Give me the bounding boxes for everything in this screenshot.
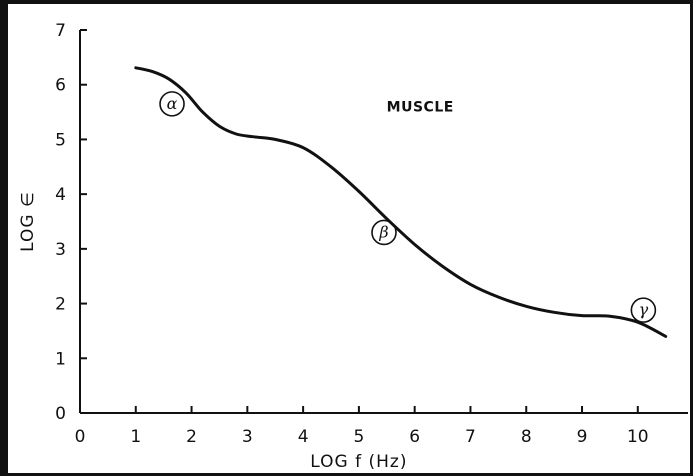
x-tick-label: 3 xyxy=(242,427,253,447)
y-tick-label: 4 xyxy=(55,185,66,205)
series-line xyxy=(134,66,668,338)
x-tick-label: 6 xyxy=(409,427,420,447)
y-tick-label: 0 xyxy=(55,404,66,424)
y-tick-label: 5 xyxy=(55,130,66,150)
x-axis-ticks: 0 1 2 3 4 5 6 7 8 9 10 xyxy=(75,406,649,447)
annotation-circle xyxy=(630,297,657,323)
annotation-circle xyxy=(371,219,397,246)
annotations: MUSCLE α β γ xyxy=(159,91,657,323)
axes xyxy=(79,30,688,414)
x-tick-label: 4 xyxy=(298,427,309,447)
annotation-label: β xyxy=(378,222,388,241)
y-axis-ticks: 0 1 2 3 4 5 6 7 xyxy=(55,21,87,424)
x-tick-label: 0 xyxy=(75,427,86,447)
series-group xyxy=(134,66,668,338)
y-tick-label: 3 xyxy=(55,240,66,260)
y-tick-label: 2 xyxy=(55,295,66,315)
x-tick-label: 8 xyxy=(521,427,532,447)
annotation-label: α xyxy=(167,94,178,113)
x-tick-label: 5 xyxy=(353,427,364,447)
x-tick-label: 7 xyxy=(465,427,476,447)
x-tick-label: 1 xyxy=(130,427,141,447)
y-tick-label: 1 xyxy=(55,349,66,369)
x-tick-label: 2 xyxy=(186,427,197,447)
y-tick-label: 6 xyxy=(55,76,66,96)
y-tick-label: 7 xyxy=(55,21,66,41)
y-axis-label: LOG ∈ xyxy=(18,191,38,252)
x-axis-label: LOG f (Hz) xyxy=(310,452,407,472)
annotation-label: γ xyxy=(639,300,649,319)
x-tick-label: 10 xyxy=(627,427,649,447)
annotation-circle xyxy=(159,91,185,117)
x-tick-label: 9 xyxy=(577,427,588,447)
annotation-label: MUSCLE xyxy=(387,100,454,116)
